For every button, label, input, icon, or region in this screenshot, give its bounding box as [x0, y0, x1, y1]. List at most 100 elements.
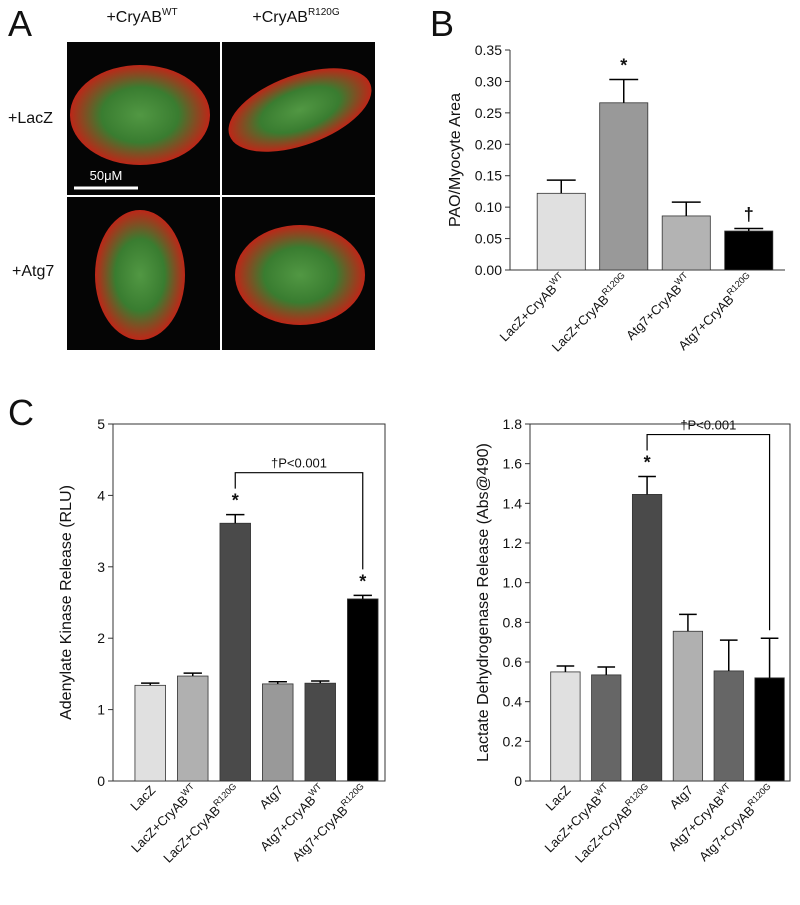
column-label-sup: R120G	[308, 7, 340, 18]
y-tick-label: 0	[514, 773, 522, 789]
bar	[661, 215, 711, 271]
bracket	[646, 433, 771, 631]
y-tick-label: 0.20	[475, 136, 502, 152]
x-tick-label: Atg7+CryABR120G	[674, 270, 757, 353]
y-tick-label: 0.8	[503, 614, 523, 630]
panel-label: A	[8, 3, 32, 44]
error-bar	[311, 680, 330, 684]
error-bar	[734, 227, 764, 232]
significance-label: *	[232, 491, 239, 511]
bar	[177, 675, 209, 782]
significance-label: *	[620, 56, 627, 76]
bar	[724, 230, 774, 271]
error-bar	[183, 672, 202, 677]
x-tick-label: LacZ	[127, 782, 158, 813]
y-tick-label: 1.0	[503, 575, 523, 591]
micrographs	[67, 42, 375, 350]
error-bar	[546, 179, 576, 194]
bar	[347, 598, 379, 782]
y-tick-label: 0.4	[503, 694, 523, 710]
bar	[713, 670, 744, 782]
y-tick-label: 0.6	[503, 654, 523, 670]
error-bar	[226, 513, 245, 524]
y-axis-label: Adenylate Kinase Release (RLU)	[58, 485, 75, 720]
x-tick-label-text: LacZ+CryAB	[549, 292, 612, 355]
row-label: +Atg7	[12, 263, 54, 280]
x-tick-label: LacZ+CryABR120G	[159, 781, 244, 866]
y-tick-label: 0.30	[475, 73, 502, 89]
y-tick-label: 0.15	[475, 168, 502, 184]
row-label: +LacZ	[8, 110, 53, 127]
y-tick-label: 0.00	[475, 262, 502, 278]
y-tick-label: 3	[97, 559, 105, 575]
bar	[536, 192, 586, 271]
x-tick-label: Atg7+CryABWT	[622, 270, 695, 343]
x-tick-label-text: LacZ	[127, 782, 158, 813]
y-tick-label: 1	[97, 702, 105, 718]
y-tick-label: 1.2	[503, 535, 523, 551]
error-bar	[760, 637, 779, 678]
x-tick-label-text: Atg7	[256, 783, 286, 813]
scale-bar-label: 50μM	[90, 168, 123, 183]
x-tick-label: LacZ	[542, 782, 573, 813]
bar	[550, 671, 581, 782]
x-tick-label-text: Atg7+CryAB	[675, 292, 736, 353]
error-bar	[719, 639, 738, 671]
error-bar	[671, 201, 701, 216]
y-tick-label: 0.25	[475, 105, 502, 121]
y-tick-label: 0.05	[475, 231, 502, 247]
error-bar	[638, 475, 656, 495]
x-tick-label: Atg7	[256, 783, 286, 813]
y-axis-label: Lactate Dehydrogenase Release (Abs@490)	[475, 443, 492, 762]
panel-label: B	[430, 3, 454, 44]
error-bar	[597, 666, 616, 675]
x-tick-label-text: Atg7	[667, 783, 697, 813]
column-label-sup: WT	[162, 7, 178, 18]
y-tick-label: 0.35	[475, 42, 502, 58]
bar	[304, 682, 336, 782]
bar	[219, 522, 251, 782]
x-tick-label: Atg7+CryABR120G	[288, 781, 371, 864]
error-bar	[679, 613, 697, 632]
bar	[599, 102, 649, 271]
significance-label: †	[744, 205, 754, 225]
x-tick-label-sup: R120G	[746, 781, 773, 808]
bar	[262, 683, 294, 782]
x-tick-label-sup: R120G	[339, 781, 366, 808]
x-tick-label: LacZ+CryABR120G	[547, 270, 632, 355]
y-axis-label: PAO/Myocyte Area	[447, 93, 464, 227]
y-tick-label: 0.10	[475, 199, 502, 215]
bar	[754, 677, 785, 782]
y-tick-label: 2	[97, 630, 105, 646]
x-tick-label-sup: R120G	[600, 270, 627, 297]
column-label-text: +CryAB	[252, 9, 308, 26]
error-bar	[268, 681, 287, 684]
bar	[672, 630, 704, 782]
x-tick-label-sup: R120G	[211, 781, 238, 808]
error-bar	[556, 665, 575, 672]
x-tick-label-sup: R120G	[725, 270, 752, 297]
column-label: +CryABR120G	[252, 7, 339, 26]
x-tick-label-text: LacZ	[542, 782, 573, 813]
significance-label: *	[644, 453, 651, 473]
y-tick-label: 4	[97, 487, 105, 503]
bracket	[234, 472, 364, 570]
x-tick-label-sup: R120G	[623, 781, 650, 808]
panel-label: C	[8, 392, 34, 433]
error-bar	[141, 682, 160, 686]
y-tick-label: 1.6	[503, 456, 523, 472]
x-tick-label: Atg7	[667, 783, 697, 813]
bracket-label: †P<0.001	[680, 418, 736, 433]
column-label: +CryABWT	[106, 7, 177, 26]
y-tick-label: 5	[97, 416, 105, 432]
x-tick-label-text: Atg7+CryAB	[623, 281, 684, 342]
x-tick-label-text: LacZ+CryAB	[496, 281, 559, 344]
bar	[631, 494, 663, 782]
y-tick-label: 1.4	[503, 495, 523, 511]
column-label-text: +CryAB	[106, 9, 162, 26]
significance-label: *	[359, 571, 366, 591]
error-bar	[609, 78, 639, 103]
bar	[591, 674, 622, 782]
y-tick-label: 0.2	[503, 733, 523, 749]
